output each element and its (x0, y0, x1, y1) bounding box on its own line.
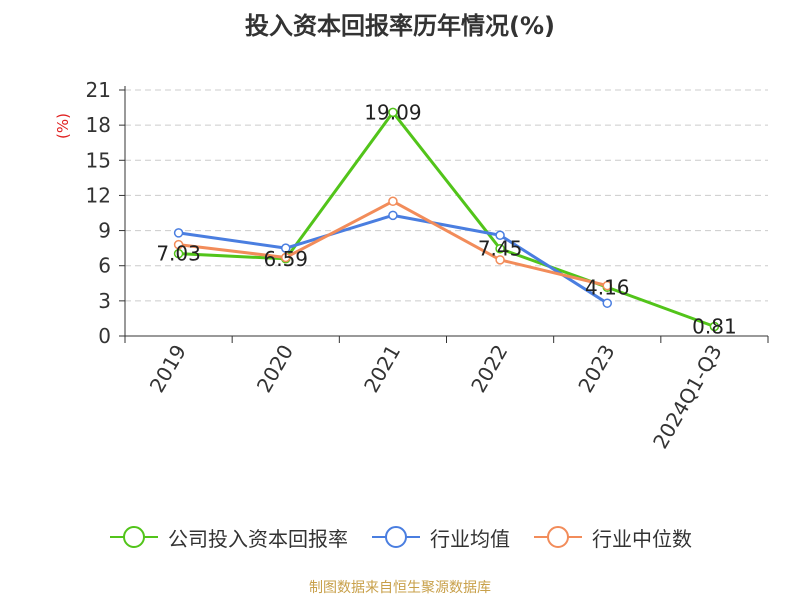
x-tick-label: 2023 (573, 341, 619, 397)
series-lines (173, 107, 720, 332)
y-tick-label: 6 (98, 254, 111, 278)
data-label: 7.45 (478, 237, 523, 261)
data-point (602, 298, 612, 308)
legend-label: 行业均值 (430, 526, 510, 551)
legend-circle (385, 526, 407, 548)
y-axis-unit: (%) (54, 113, 72, 139)
data-label: 4.16 (585, 275, 630, 299)
legend: 公司投入资本回报率 行业均值 行业中位数 (0, 519, 800, 555)
data-point (709, 321, 720, 332)
series-line (178, 110, 715, 328)
y-tick-label: 12 (86, 183, 111, 207)
x-tick-label: 2019 (145, 341, 191, 397)
y-tick-label: 18 (86, 113, 111, 137)
data-point (281, 243, 291, 253)
legend-label: 行业中位数 (592, 526, 692, 551)
data-label: 6.59 (263, 247, 308, 271)
x-tick-label: 2022 (466, 341, 512, 397)
data-label: 0.81 (692, 315, 737, 339)
legend-item[interactable]: 公司投入资本回报率 (108, 523, 348, 552)
data-label: 7.03 (156, 242, 201, 266)
legend-circle (547, 526, 569, 548)
data-point (495, 255, 505, 265)
data-point (495, 230, 505, 241)
legend-marker-icon (110, 526, 158, 548)
data-point (173, 228, 184, 238)
legend-marker-icon (534, 526, 582, 548)
series-line (178, 213, 609, 305)
legend-item[interactable]: 行业中位数 (532, 523, 692, 552)
x-tick-label: 2020 (252, 341, 298, 397)
x-tick-label: 2021 (359, 341, 405, 397)
x-tick-label: 2024Q1-Q3 (648, 341, 727, 453)
y-tick-label: 0 (98, 324, 111, 348)
data-point (388, 210, 398, 221)
source-note: 制图数据来自恒生聚源数据库 (309, 580, 491, 596)
chart-title: 投入资本回报率历年情况(%) (245, 12, 555, 40)
data-point (281, 252, 291, 263)
data-point (388, 196, 398, 207)
legend-circle (123, 526, 145, 548)
data-point (173, 239, 184, 250)
grid-lines (125, 89, 768, 302)
data-label: 19.09 (364, 100, 421, 124)
legend-label: 公司投入资本回报率 (168, 526, 348, 551)
data-point (602, 280, 612, 291)
legend-item[interactable]: 行业均值 (370, 523, 510, 552)
data-point (388, 107, 398, 118)
y-tick-label: 21 (86, 78, 111, 102)
data-labels: 7.03 6.59 19.09 7.45 4.16 0.81 (156, 100, 736, 338)
y-tick-label: 9 (98, 219, 111, 243)
y-tick-label: 15 (86, 148, 111, 172)
legend-marker-icon (372, 526, 420, 548)
data-point (495, 243, 505, 254)
y-tick-label: 3 (98, 289, 111, 313)
data-point (173, 248, 184, 259)
